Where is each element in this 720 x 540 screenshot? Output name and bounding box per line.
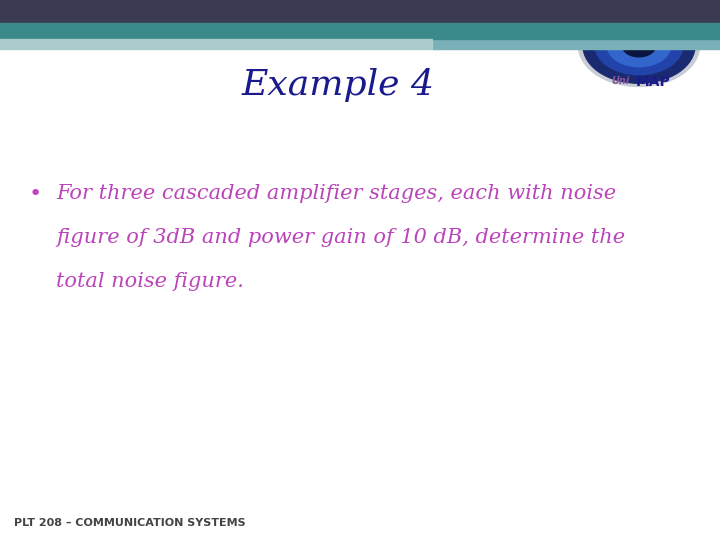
Circle shape <box>591 28 603 36</box>
Text: For three cascaded amplifier stages, each with noise: For three cascaded amplifier stages, eac… <box>56 184 616 202</box>
Text: MAP: MAP <box>636 75 671 89</box>
Circle shape <box>609 16 620 23</box>
Text: PLT 208 – COMMUNICATION SYSTEMS: PLT 208 – COMMUNICATION SYSTEMS <box>14 518 246 528</box>
Circle shape <box>675 28 687 36</box>
Ellipse shape <box>607 25 671 67</box>
Circle shape <box>658 16 669 23</box>
Text: total noise figure.: total noise figure. <box>56 272 244 291</box>
Text: figure of 3dB and power gain of 10 dB, determine the: figure of 3dB and power gain of 10 dB, d… <box>56 228 625 247</box>
Ellipse shape <box>595 17 683 75</box>
Ellipse shape <box>583 8 695 83</box>
Text: Uni: Uni <box>612 76 630 86</box>
Ellipse shape <box>578 5 700 86</box>
Text: •: • <box>29 184 42 204</box>
Circle shape <box>634 11 644 18</box>
Text: Example 4: Example 4 <box>242 68 435 102</box>
Ellipse shape <box>604 19 637 47</box>
Ellipse shape <box>622 35 656 57</box>
